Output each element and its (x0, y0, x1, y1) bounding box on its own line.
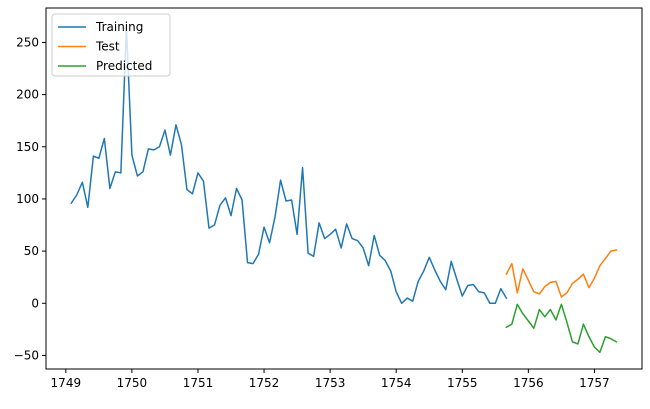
y-tick-label: 0 (31, 296, 39, 310)
y-tick-label: 100 (16, 192, 39, 206)
y-tick-label: 250 (16, 35, 39, 49)
x-tick-label: 1757 (579, 376, 610, 390)
series-layer (70, 27, 618, 354)
legend-box (51, 13, 171, 77)
legend-label-training: Training (95, 20, 143, 34)
legend: Training Test Predicted (51, 13, 171, 77)
x-tick-label: 1749 (51, 376, 82, 390)
y-axis: −50 0 50 100 150 200 250 (14, 35, 46, 362)
x-tick-label: 1755 (447, 376, 478, 390)
legend-label-predicted: Predicted (96, 59, 152, 73)
x-tick-label: 1753 (315, 376, 346, 390)
y-tick-label: 50 (24, 244, 39, 258)
y-tick-label: 150 (16, 140, 39, 154)
y-tick-label: 200 (16, 88, 39, 102)
y-tick-label: −50 (14, 348, 39, 362)
x-tick-label: 1754 (381, 376, 412, 390)
plot-frame (45, 7, 643, 370)
x-tick-label: 1756 (513, 376, 544, 390)
series-line-training (70, 27, 508, 305)
legend-label-test: Test (95, 40, 120, 54)
x-tick-label: 1750 (117, 376, 148, 390)
x-tick-label: 1751 (183, 376, 214, 390)
x-tick-label: 1752 (249, 376, 280, 390)
series-line-test (505, 249, 618, 298)
x-axis: 1749 1750 1751 1752 1753 1754 1755 1756 1757 (51, 369, 610, 390)
series-line-predicted (505, 303, 618, 354)
